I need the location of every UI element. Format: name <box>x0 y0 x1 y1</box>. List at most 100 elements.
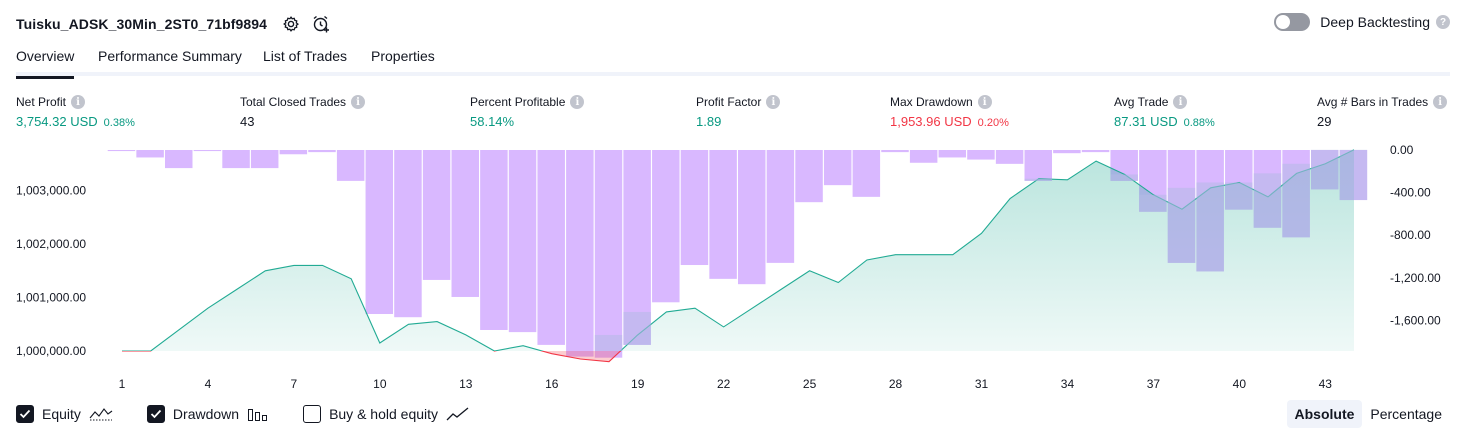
overlap-bar <box>1196 182 1224 272</box>
metric-avg-bars-in-trades: Avg # Bars in Trades i 29 <box>1317 94 1448 130</box>
help-icon[interactable]: ? <box>1436 15 1450 29</box>
metric-label: Profit Factor <box>696 95 762 109</box>
overlap-bar <box>623 311 651 345</box>
equity-area <box>122 149 1354 351</box>
tab-overview[interactable]: Overview <box>16 48 75 79</box>
drawdown-bar <box>995 150 1024 164</box>
drawdown-bar <box>508 150 537 333</box>
info-icon[interactable]: i <box>977 95 992 109</box>
drawdown-bar <box>967 150 995 160</box>
right-axis-tick-label: -400.00 <box>1390 186 1431 200</box>
x-axis-tick-label: 13 <box>459 377 473 391</box>
overlap-bar <box>1282 163 1310 238</box>
overlap-bar <box>1024 178 1052 181</box>
drawdown-checkbox[interactable] <box>146 405 165 423</box>
x-axis-tick-label: 43 <box>1319 377 1333 391</box>
overlap-bar <box>594 334 623 351</box>
drawdown-bar <box>365 150 394 315</box>
metric-net-profit: Net Profit i 3,754.32 USD 0.38% <box>16 94 135 130</box>
buy-hold-checkbox[interactable] <box>303 405 322 423</box>
equity-checkbox[interactable] <box>16 405 34 423</box>
info-icon[interactable]: i <box>766 95 781 109</box>
drawdown-bar <box>165 150 193 169</box>
strategy-header: Tuisku_ADSK_30Min_2ST0_71bf9894 <box>16 12 331 36</box>
drawdown-bar <box>881 150 909 153</box>
legend-equity[interactable]: Equity <box>16 405 113 423</box>
x-axis: 1 4 7 10 13 16 19 22 25 28 31 34 37 40 43 <box>119 377 1333 391</box>
metric-avg-trade: Avg Trade i 87.31 USD 0.88% <box>1114 94 1215 130</box>
alarm-clock-plus-icon[interactable] <box>311 14 331 34</box>
info-icon[interactable]: i <box>1433 95 1448 109</box>
x-axis-tick-label: 22 <box>717 377 731 391</box>
x-axis-tick-label: 40 <box>1233 377 1247 391</box>
drawdown-bars-icon <box>247 406 269 422</box>
trend-line-icon <box>446 406 470 422</box>
chart-legend: Equity Drawdown Buy & hold equity <box>16 403 504 425</box>
deep-backtesting-label: Deep Backtesting <box>1320 14 1430 30</box>
deep-backtesting-toggle[interactable] <box>1274 13 1311 31</box>
strategy-title: Tuisku_ADSK_30Min_2ST0_71bf9894 <box>16 16 268 32</box>
metric-max-drawdown: Max Drawdown i 1,953.96 USD 0.20% <box>890 94 1009 130</box>
drawdown-bar <box>136 150 164 158</box>
overlap-bar <box>1225 182 1253 210</box>
metric-value: 1.89 <box>696 114 722 129</box>
value-mode-switch: Absolute Percentage <box>1286 400 1451 428</box>
metric-label: Avg # Bars in Trades <box>1317 95 1429 109</box>
drawdown-bar <box>537 150 565 345</box>
metric-percent: 0.88% <box>1183 117 1215 129</box>
legend-label: Buy & hold equity <box>329 406 439 422</box>
info-icon[interactable]: i <box>570 95 585 109</box>
drawdown-bar <box>480 150 508 330</box>
overlap-bar <box>1110 174 1138 181</box>
drawdown-bar <box>1081 150 1110 153</box>
legend-buy-hold[interactable]: Buy & hold equity <box>303 405 470 423</box>
metric-value: 43 <box>240 114 255 129</box>
metric-value: 1,953.96 USD <box>890 114 972 129</box>
drawdown-bar <box>594 150 623 358</box>
metric-value: 87.31 USD <box>1114 114 1178 129</box>
overlap-bar <box>1167 187 1196 263</box>
metric-label: Avg Trade <box>1114 95 1169 109</box>
drawdown-bar <box>852 150 881 197</box>
right-axis-tick-label: -800.00 <box>1390 228 1431 242</box>
overlap-bar <box>1253 173 1282 228</box>
equity-line <box>122 149 1355 351</box>
info-icon[interactable]: i <box>351 95 366 109</box>
mode-percentage-button[interactable]: Percentage <box>1370 406 1442 422</box>
drawdown-bar <box>193 150 222 152</box>
metric-value: 3,754.32 USD <box>16 114 98 129</box>
tab-performance-summary[interactable]: Performance Summary <box>98 48 242 64</box>
metric-value: 29 <box>1317 114 1332 129</box>
drawdown-bar <box>709 150 737 279</box>
legend-drawdown[interactable]: Drawdown <box>146 405 269 423</box>
left-axis-tick-label: 1,000,000.00 <box>16 344 86 358</box>
right-axis-tick-label: 0.00 <box>1390 143 1414 157</box>
info-icon[interactable]: i <box>71 95 86 109</box>
overlap-bar <box>1311 149 1339 190</box>
left-axis-tick-label: 1,002,000.00 <box>16 237 86 251</box>
drawdown-bar <box>823 150 852 186</box>
mode-absolute-button[interactable]: Absolute <box>1286 400 1363 428</box>
metric-label: Total Closed Trades <box>240 95 347 109</box>
x-axis-tick-label: 19 <box>631 377 645 391</box>
gear-icon[interactable] <box>281 14 301 34</box>
tab-list-of-trades[interactable]: List of Trades <box>263 48 348 64</box>
right-axis-tick-label: -1,600.00 <box>1390 313 1441 327</box>
drawdown-bar <box>1024 150 1052 181</box>
left-axis-tick-label: 1,001,000.00 <box>16 291 86 305</box>
x-axis-tick-label: 28 <box>889 377 903 391</box>
x-axis-tick-label: 37 <box>1147 377 1161 391</box>
equity-line-icon <box>89 406 113 422</box>
x-axis-tick-label: 16 <box>545 377 559 391</box>
drawdown-bar <box>250 150 279 169</box>
left-axis: 1,003,000.00 1,002,000.00 1,001,000.00 1,00… <box>16 184 86 359</box>
metric-value: 58.14% <box>470 114 515 129</box>
overlap-bar <box>1139 194 1167 212</box>
tab-properties[interactable]: Properties <box>371 48 435 64</box>
x-axis-tick-label: 34 <box>1061 377 1075 391</box>
info-icon[interactable]: i <box>1173 95 1188 109</box>
overlap-layer <box>594 149 1368 351</box>
x-axis-tick-label: 1 <box>119 377 126 391</box>
equity-drawdown-chart[interactable]: 1,003,000.00 1,002,000.00 1,001,000.00 1,00… <box>0 140 1466 398</box>
drawdown-bar <box>909 150 938 163</box>
